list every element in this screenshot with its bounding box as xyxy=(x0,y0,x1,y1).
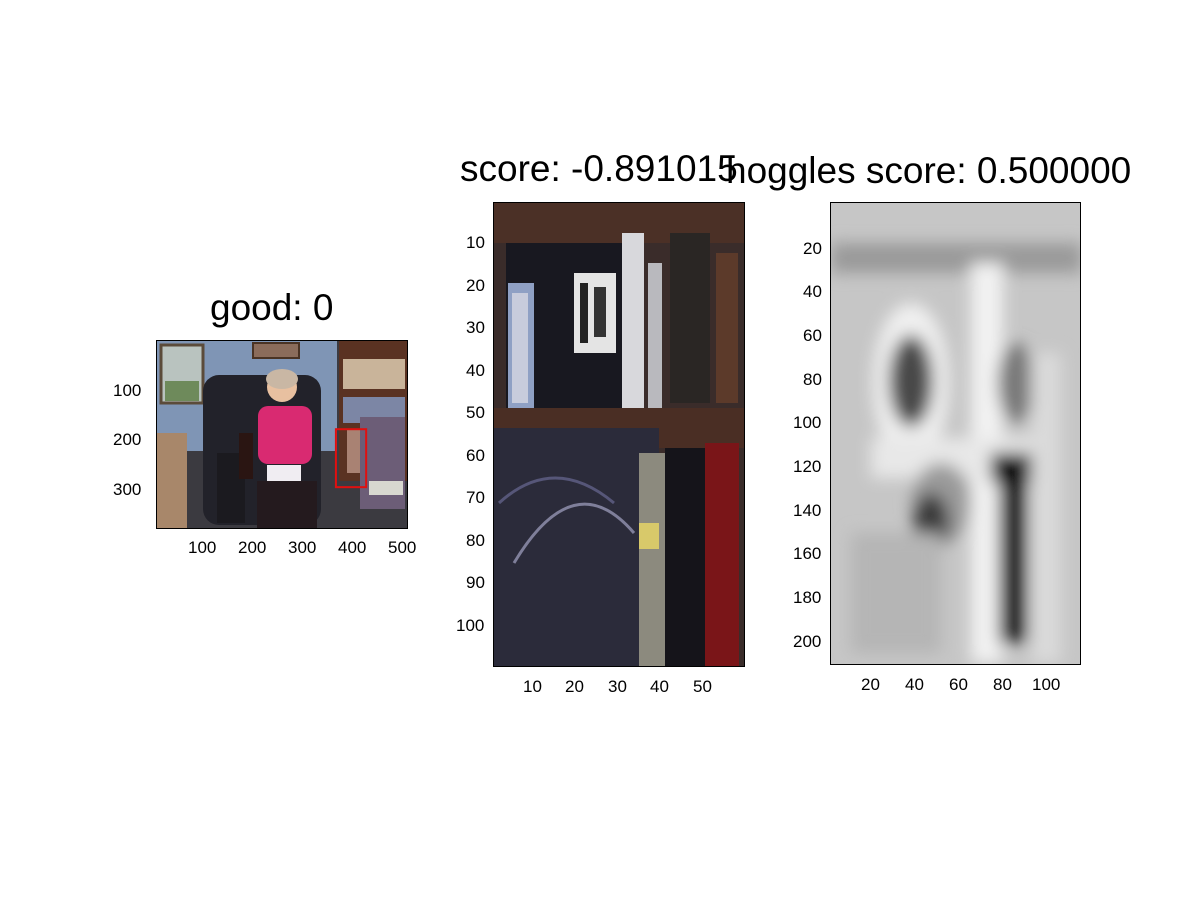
panel3-xtick: 40 xyxy=(905,675,924,694)
panel1-xtick: 100 xyxy=(188,538,217,557)
panel2-ytick: 70 xyxy=(466,488,485,507)
panel1-image-axes xyxy=(156,340,408,529)
panel2-ytick: 10 xyxy=(466,233,485,252)
panel2-image-axes xyxy=(493,202,745,667)
panel3-xtick: 20 xyxy=(861,675,880,694)
panel3-ytick: 40 xyxy=(803,282,822,301)
panel3-heatmap-axes xyxy=(830,202,1081,665)
panel2-crop-image xyxy=(494,203,744,666)
panel3-ytick: 140 xyxy=(793,501,822,520)
panel3-xtick: 100 xyxy=(1032,675,1061,694)
panel3-ytick: 80 xyxy=(803,370,822,389)
panel2-xtick: 10 xyxy=(523,677,542,696)
panel3-xtick: 60 xyxy=(949,675,968,694)
panel2-ytick: 30 xyxy=(466,318,485,337)
panel2-ytick: 50 xyxy=(466,403,485,422)
panel1-xtick: 500 xyxy=(388,538,417,557)
panel3-ytick: 20 xyxy=(803,239,822,258)
panel2-ytick: 100 xyxy=(456,616,485,635)
panel3-ytick: 180 xyxy=(793,588,822,607)
panel2-title: score: -0.891015 xyxy=(460,148,738,189)
panel1-xtick: 200 xyxy=(238,538,267,557)
panel3-ytick: 160 xyxy=(793,544,822,563)
panel2-xtick: 20 xyxy=(565,677,584,696)
panel1-xtick: 400 xyxy=(338,538,367,557)
panel1-ytick: 200 xyxy=(113,430,142,449)
panel2-xtick: 50 xyxy=(693,677,712,696)
panel3-xtick: 80 xyxy=(993,675,1012,694)
panel1-title: good: 0 xyxy=(210,287,334,328)
panel3-hoggles-heatmap xyxy=(831,203,1080,664)
panel1-xtick: 300 xyxy=(288,538,317,557)
panel3-ytick: 60 xyxy=(803,326,822,345)
panel1-ytick: 300 xyxy=(113,480,142,499)
panel2-ytick: 90 xyxy=(466,573,485,592)
panel3-ytick: 100 xyxy=(793,413,822,432)
panel1-scene-image xyxy=(157,341,407,528)
panel3-ytick: 120 xyxy=(793,457,822,476)
panel1-bounding-box xyxy=(334,428,368,489)
panel3-title: hoggles score: 0.500000 xyxy=(726,150,1132,191)
panel2-ytick: 80 xyxy=(466,531,485,550)
panel2-xtick: 40 xyxy=(650,677,669,696)
panel2-xtick: 30 xyxy=(608,677,627,696)
panel2-ytick: 60 xyxy=(466,446,485,465)
panel3-ytick: 200 xyxy=(793,632,822,651)
panel1-ytick: 100 xyxy=(113,381,142,400)
panel2-ytick: 20 xyxy=(466,276,485,295)
panel2-ytick: 40 xyxy=(466,361,485,380)
